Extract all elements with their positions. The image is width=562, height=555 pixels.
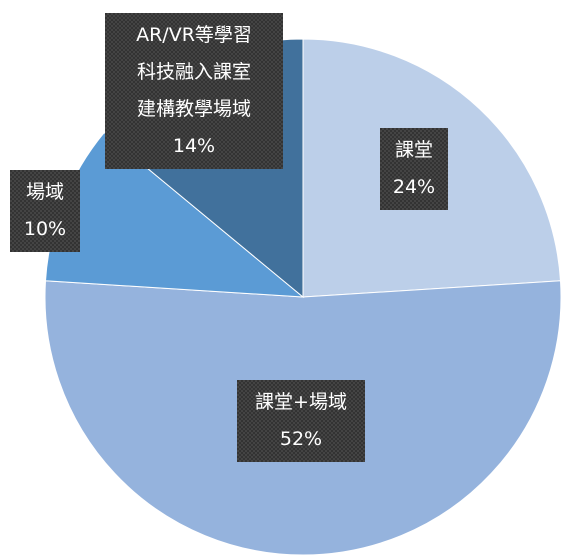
category-label: AR/VR等學習 科技融入課室 建構教學場域 <box>136 24 252 120</box>
value-label: 52% <box>279 428 323 450</box>
data-label: AR/VR等學習 科技融入課室 建構教學場域 14% <box>105 13 283 169</box>
category-label: 場域 <box>25 181 64 203</box>
category-label: 課堂 <box>394 139 433 161</box>
category-label: 課堂+場域 <box>255 391 347 413</box>
data-label: 場域 10% <box>10 170 80 252</box>
data-label: 課堂+場域 52% <box>237 380 365 462</box>
data-label: 課堂 24% <box>380 128 448 210</box>
value-label: 24% <box>392 176 436 198</box>
value-label: 10% <box>23 218 67 240</box>
value-label: 14% <box>172 135 216 157</box>
